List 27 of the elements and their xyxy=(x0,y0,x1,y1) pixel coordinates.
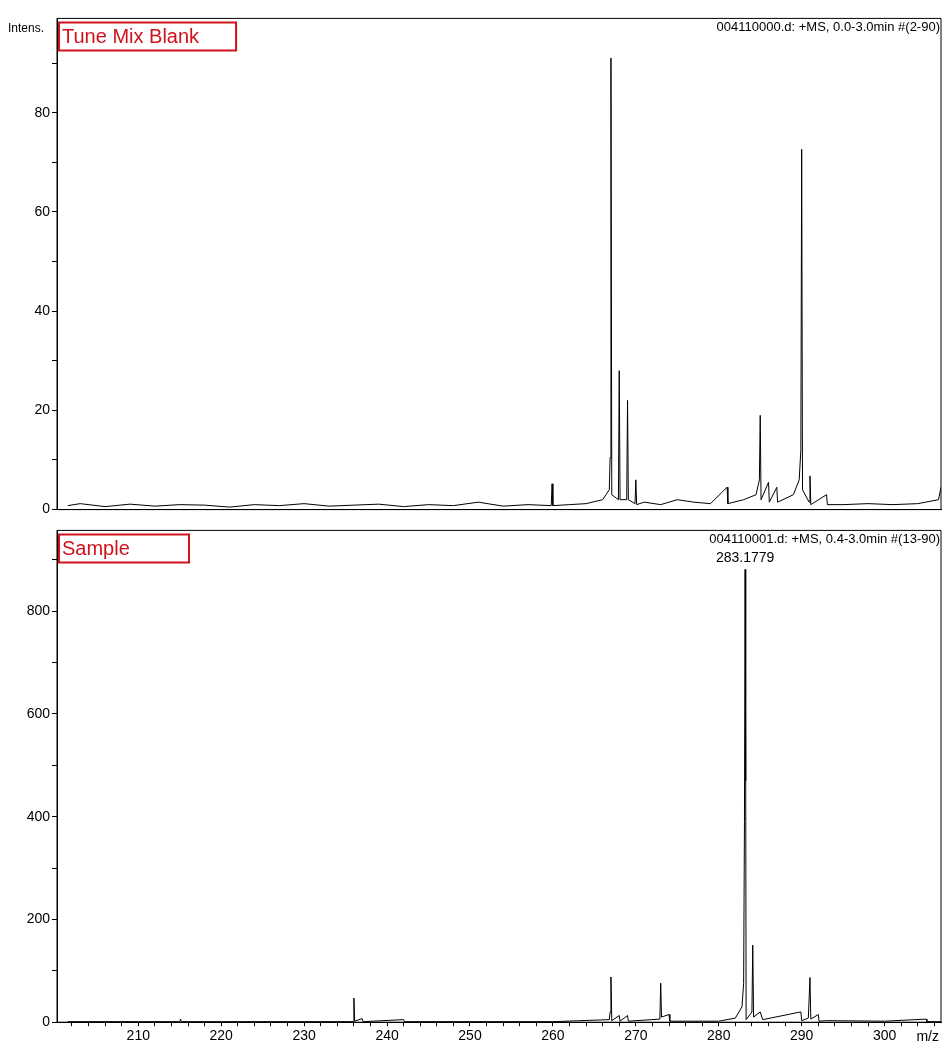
chart-title: Tune Mix Blank xyxy=(62,24,201,47)
y-tick-label: 0 xyxy=(42,500,51,517)
x-tick-label: 290 xyxy=(790,1027,814,1044)
x-axis-title: m/z xyxy=(916,1028,939,1045)
chart-subtitle: 004110001.d: +MS, 0.4-3.0min #(13-90) xyxy=(709,531,940,547)
y-tick-label: 0 xyxy=(42,1013,51,1030)
y-tick-label: 20 xyxy=(34,401,51,418)
annotation: 283.1779 xyxy=(715,549,775,566)
y-tick-label: 800 xyxy=(26,601,51,618)
x-tick-label: 210 xyxy=(126,1027,151,1044)
x-tick-label: 280 xyxy=(707,1027,731,1044)
y-tick-label: 40 xyxy=(34,301,51,318)
x-tick-label: 270 xyxy=(624,1027,648,1044)
x-tick-label: 220 xyxy=(209,1027,234,1044)
y-tick-label: 400 xyxy=(26,807,51,824)
chart-title: Sample xyxy=(62,536,130,559)
y-tick-label: 60 xyxy=(34,202,51,219)
y-tick-label: 600 xyxy=(26,704,51,721)
y-tick-label: 80 xyxy=(34,103,51,120)
y-axis-title: Intens. xyxy=(8,20,45,35)
x-tick-label: 240 xyxy=(375,1027,399,1044)
chart-subtitle: 004110000.d: +MS, 0.0-3.0min #(2-90) xyxy=(716,19,940,35)
x-tick-label: 260 xyxy=(541,1027,565,1044)
x-tick-label: 300 xyxy=(872,1027,897,1044)
x-tick-label: 230 xyxy=(292,1027,317,1044)
y-tick-label: 200 xyxy=(26,910,51,927)
x-tick-label: 250 xyxy=(458,1027,482,1044)
